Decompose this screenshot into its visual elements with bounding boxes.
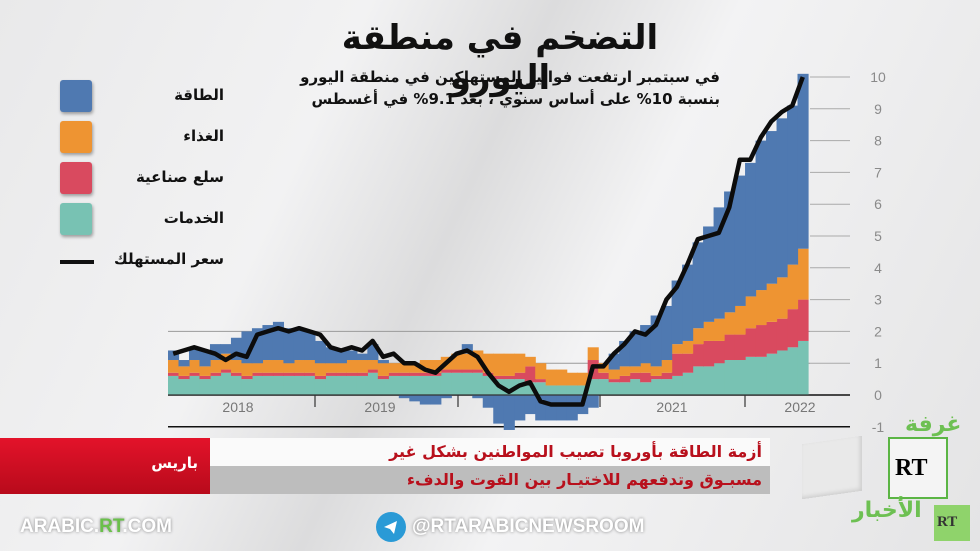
rt-logo-main: RT	[888, 437, 948, 499]
ticker-line-2: مسبـوق وتدفعهم للاختيـار بين القوت والدف…	[406, 470, 762, 489]
chart-legend: الطاقة الغذاء سلع صناعية الخدمات سعر الم…	[58, 80, 228, 285]
rt-logo-small-text: RT	[937, 514, 958, 530]
svg-text:5: 5	[874, 228, 882, 244]
logo-word-bottom: الأخبار	[852, 498, 922, 523]
svg-text:7: 7	[874, 164, 882, 180]
svg-text:2021: 2021	[656, 399, 687, 415]
legend-item-services: الخدمات	[58, 203, 228, 244]
ticker-headline-bottom: مسبـوق وتدفعهم للاختيـار بين القوت والدف…	[210, 466, 770, 494]
legend-swatch-energy	[60, 80, 92, 112]
rt-logo-small: RT	[934, 505, 970, 541]
svg-text:8: 8	[874, 133, 882, 149]
subtitle-line-2: بنسبة 10% على أساس سنوي ، بعد 9.1% في أغ…	[311, 90, 721, 108]
svg-text:4: 4	[874, 260, 882, 276]
legend-item-consumer-price: سعر المستهلك	[58, 244, 228, 285]
legend-swatch-industrial-goods	[60, 162, 92, 194]
svg-text:10: 10	[870, 69, 886, 85]
legend-label: الطاقة	[174, 86, 224, 104]
ticker-headline-top: أزمة الطاقة بأوروبا تصيب المواطنين بشكل …	[210, 438, 770, 466]
svg-text:1: 1	[874, 355, 882, 371]
chart-subtitle: في سبتمبر ارتفعت فواتير المستهلكين في من…	[280, 66, 720, 110]
svg-text:9: 9	[874, 101, 882, 117]
legend-label: سعر المستهلك	[114, 250, 224, 268]
svg-text:6: 6	[874, 196, 882, 212]
svg-text:-1: -1	[872, 419, 885, 435]
site-rt: RT	[99, 516, 123, 537]
ticker-location-box: باريس	[0, 438, 210, 494]
telegram-handle[interactable]: @RTARABICNEWSROOM	[412, 516, 645, 537]
svg-text:0: 0	[874, 387, 882, 403]
svg-text:3: 3	[874, 292, 882, 308]
inflation-chart: -1 0 1 2 3 4 5 6 7 8 9 10 2018 2019 2021 2022	[168, 69, 886, 435]
subtitle-line-1: في سبتمبر ارتفعت فواتير المستهلكين في من…	[300, 68, 720, 86]
logo-word-top: غرفة	[905, 412, 962, 437]
rt-logo-text: RT	[895, 455, 928, 481]
ticker-line-1: أزمة الطاقة بأوروبا تصيب المواطنين بشكل …	[389, 442, 762, 461]
legend-label: الغذاء	[183, 127, 224, 145]
legend-item-industrial-goods: سلع صناعية	[58, 162, 228, 203]
legend-item-energy: الطاقة	[58, 80, 228, 121]
svg-text:2022: 2022	[784, 399, 815, 415]
news-ticker: باريس أزمة الطاقة بأوروبا تصيب المواطنين…	[0, 438, 770, 494]
website-link[interactable]: ARABIC.RT.COM	[20, 516, 172, 538]
legend-label: الخدمات	[163, 209, 224, 227]
legend-swatch-food	[60, 121, 92, 153]
page-title: التضخم في منطقة اليورو	[341, 18, 659, 98]
site-prefix: ARABIC.	[20, 516, 100, 537]
legend-item-food: الغذاء	[58, 121, 228, 162]
legend-label: سلع صناعية	[135, 168, 224, 186]
decorative-cube	[802, 435, 862, 500]
telegram-icon	[376, 512, 406, 542]
legend-line-swatch	[60, 260, 94, 264]
site-suffix: .COM	[122, 516, 173, 537]
ticker-city: باريس	[151, 454, 198, 472]
svg-text:2019: 2019	[364, 399, 395, 415]
svg-text:2018: 2018	[222, 399, 253, 415]
svg-text:2: 2	[874, 323, 882, 339]
legend-swatch-services	[60, 203, 92, 235]
